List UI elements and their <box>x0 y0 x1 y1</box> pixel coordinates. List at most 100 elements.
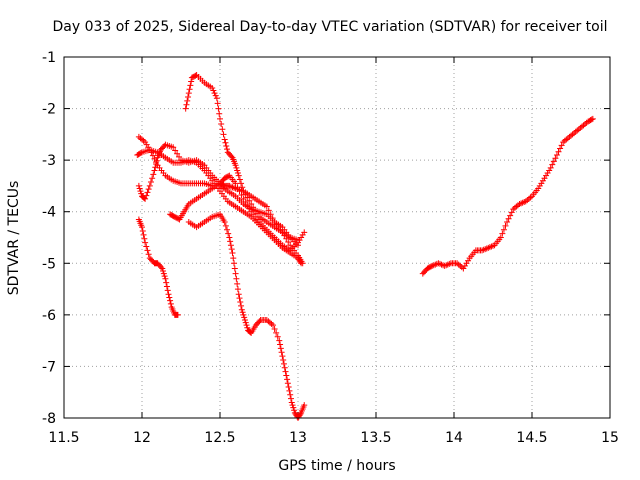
data-point <box>244 194 251 201</box>
y-tick-label: -2 <box>42 102 56 118</box>
data-point <box>138 190 145 197</box>
data-point <box>232 162 239 169</box>
data-point <box>145 251 152 258</box>
data-point <box>218 121 225 128</box>
data-point <box>162 275 169 282</box>
data-point <box>167 300 174 307</box>
data-point <box>297 411 304 418</box>
data-point <box>248 200 255 207</box>
data-point <box>558 142 565 149</box>
data-point <box>241 317 248 324</box>
data-point <box>240 311 247 318</box>
y-tick-label: -1 <box>42 50 56 66</box>
data-point <box>505 215 512 222</box>
data-point <box>270 322 277 329</box>
data-point <box>273 329 280 336</box>
x-tick-label: 15 <box>601 430 619 446</box>
x-tick-label: 12.5 <box>204 430 235 446</box>
data-marks <box>134 72 596 421</box>
series-arc-6 <box>182 72 301 244</box>
data-point <box>285 239 292 246</box>
data-point <box>219 126 226 133</box>
data-point <box>164 287 171 294</box>
data-point <box>242 319 249 326</box>
data-point <box>233 275 240 282</box>
data-point <box>250 204 257 211</box>
data-point <box>287 395 294 402</box>
data-point <box>143 243 150 250</box>
data-point <box>288 399 295 406</box>
axis-ticks <box>63 56 611 419</box>
data-point <box>226 234 233 241</box>
x-tick-label: 12 <box>133 430 151 446</box>
data-point <box>236 295 243 302</box>
data-point <box>233 164 240 171</box>
series-arc-7 <box>185 211 308 421</box>
data-point <box>224 226 231 233</box>
data-point <box>137 188 144 195</box>
data-point <box>217 115 223 122</box>
data-point <box>142 195 149 202</box>
data-point <box>285 384 292 391</box>
data-point <box>237 298 244 305</box>
data-point <box>221 219 228 226</box>
data-point <box>225 173 232 180</box>
data-point <box>547 164 554 171</box>
data-point <box>227 242 234 249</box>
data-point <box>220 131 227 138</box>
chart-title: Day 033 of 2025, Sidereal Day-to-day VTE… <box>52 19 607 35</box>
data-point <box>185 90 192 97</box>
data-point <box>236 176 243 183</box>
data-point <box>555 148 562 155</box>
data-point <box>239 309 246 316</box>
data-point <box>144 247 151 254</box>
data-point <box>185 93 192 100</box>
data-point <box>222 222 229 229</box>
data-point <box>553 151 560 158</box>
data-point <box>159 265 166 272</box>
data-point <box>244 202 251 209</box>
data-point <box>301 229 308 236</box>
data-point <box>160 268 167 275</box>
data-point <box>166 294 173 301</box>
data-point <box>146 182 153 189</box>
data-point <box>209 84 216 91</box>
data-point <box>151 167 158 174</box>
data-point <box>284 380 291 387</box>
x-tick-label: 11.5 <box>48 430 79 446</box>
data-point <box>277 345 284 352</box>
data-point <box>139 228 146 235</box>
series-arc-1 <box>135 216 181 318</box>
data-point <box>507 212 514 219</box>
data-point <box>232 180 239 187</box>
data-point <box>274 333 281 340</box>
y-axis-label: SDTVAR / TECUs <box>6 181 22 296</box>
y-tick-label: -5 <box>42 256 56 272</box>
data-point <box>165 291 172 298</box>
x-tick-label: 14 <box>445 430 463 446</box>
data-point <box>147 179 154 186</box>
data-point <box>230 255 237 262</box>
data-point <box>240 195 247 202</box>
data-point <box>277 341 284 348</box>
data-point <box>557 145 564 152</box>
data-point <box>216 110 223 117</box>
data-point <box>263 203 270 210</box>
data-point <box>283 372 290 379</box>
data-point <box>214 100 221 107</box>
data-point <box>297 258 304 265</box>
series-arc-8 <box>419 115 596 277</box>
data-point <box>232 270 239 277</box>
data-point <box>145 186 152 193</box>
data-point <box>172 147 179 154</box>
data-point <box>256 318 263 325</box>
data-point <box>244 324 251 331</box>
series-arc-4 <box>134 146 305 267</box>
series-arc-5 <box>167 172 308 254</box>
data-point <box>158 264 165 271</box>
x-tick-label: 14.5 <box>516 430 547 446</box>
data-point <box>143 192 150 199</box>
data-point <box>212 92 219 99</box>
data-point <box>150 171 157 178</box>
data-point <box>176 153 183 160</box>
